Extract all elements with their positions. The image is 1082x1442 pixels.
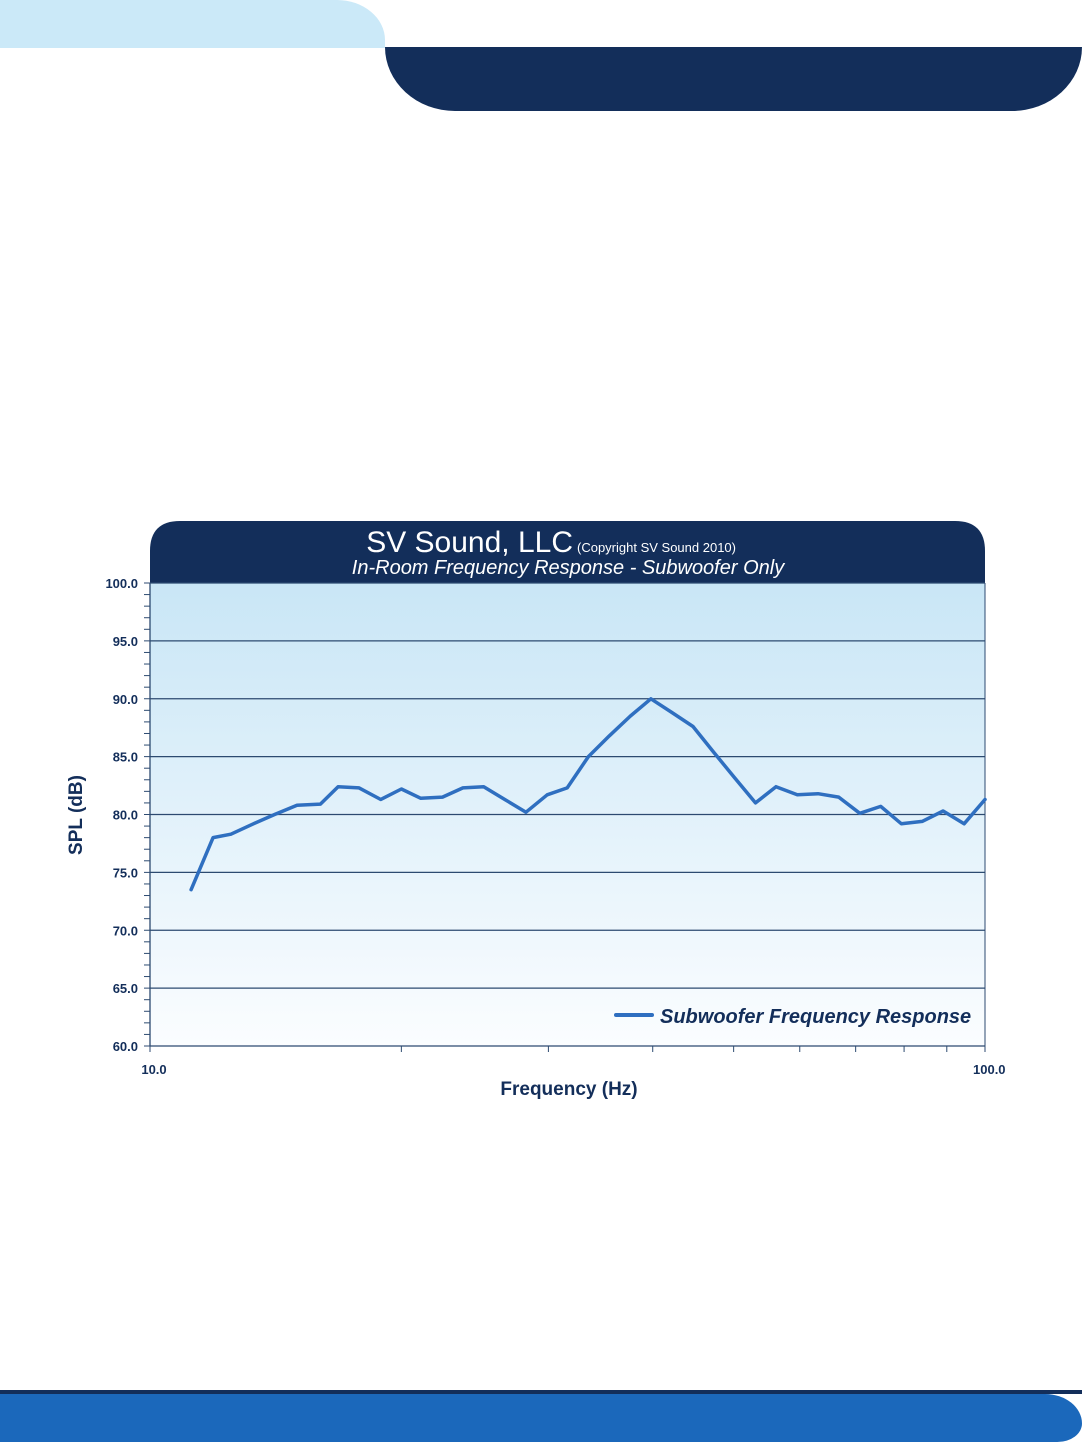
data-point: [229, 833, 233, 836]
data-point: [796, 793, 799, 796]
data-point: [379, 798, 382, 801]
data-point: [629, 714, 632, 718]
data-point: [691, 725, 695, 728]
data-point: [879, 805, 882, 808]
y-tick-label: 70.0: [113, 923, 138, 938]
footer-band-line: [0, 1390, 1082, 1394]
data-point: [608, 734, 611, 737]
data-point: [900, 822, 903, 825]
y-axis-label: SPL (dB): [66, 775, 87, 855]
data-point: [419, 797, 422, 800]
y-tick-label: 80.0: [113, 808, 138, 823]
y-tick-label: 75.0: [113, 865, 138, 880]
data-point: [336, 785, 340, 788]
data-point: [252, 822, 255, 825]
data-point: [754, 801, 757, 805]
data-point: [983, 798, 987, 801]
chart-legend: Subwoofer Frequency Response: [614, 1006, 971, 1028]
data-point: [649, 697, 653, 700]
y-tick-label: 95.0: [113, 634, 138, 649]
y-tick-label: 65.0: [113, 981, 138, 996]
header-dark-band: [385, 47, 1082, 111]
chart-copyright: (Copyright SV Sound 2010): [577, 540, 736, 555]
data-point: [524, 811, 528, 814]
x-tick-label: 10.0: [141, 1062, 166, 1077]
data-point: [921, 820, 924, 823]
data-point: [211, 836, 215, 839]
data-point: [587, 755, 590, 758]
legend-label: Subwoofer Frequency Response: [660, 1006, 971, 1028]
data-point: [670, 711, 674, 714]
data-point: [566, 786, 569, 790]
x-tick-label: 100.0: [973, 1062, 1006, 1077]
chart-title-banner: [150, 521, 985, 583]
frequency-response-chart: SV Sound, LLC (Copyright SV Sound 2010) …: [62, 515, 1006, 1115]
data-point: [774, 785, 778, 788]
footer-band: [0, 1394, 1082, 1442]
y-tick-label: 100.0: [105, 576, 138, 591]
data-point: [503, 798, 506, 801]
data-point: [858, 812, 861, 815]
data-point: [546, 793, 549, 796]
data-point: [441, 795, 444, 799]
x-axis-label: Frequency (Hz): [500, 1079, 637, 1100]
data-point: [837, 795, 840, 799]
data-point: [273, 813, 276, 816]
data-point: [482, 785, 485, 788]
data-point: [941, 809, 945, 813]
data-point: [400, 787, 403, 791]
data-point: [816, 792, 820, 795]
data-point: [319, 802, 322, 806]
data-point: [295, 804, 299, 807]
y-tick-label: 90.0: [113, 692, 138, 707]
chart-svg: SV Sound, LLC (Copyright SV Sound 2010) …: [66, 521, 1006, 1100]
chart-title: SV Sound, LLC: [366, 526, 573, 559]
chart-subtitle: In-Room Frequency Response - Subwoofer O…: [352, 557, 785, 579]
data-point: [461, 786, 465, 790]
data-point: [733, 776, 736, 779]
header-light-tab: [0, 0, 385, 48]
y-tick-label: 85.0: [113, 750, 138, 765]
data-point: [357, 786, 361, 790]
data-point: [712, 750, 715, 754]
data-point: [962, 822, 966, 825]
data-point: [189, 888, 193, 891]
y-tick-label: 60.0: [113, 1039, 138, 1054]
